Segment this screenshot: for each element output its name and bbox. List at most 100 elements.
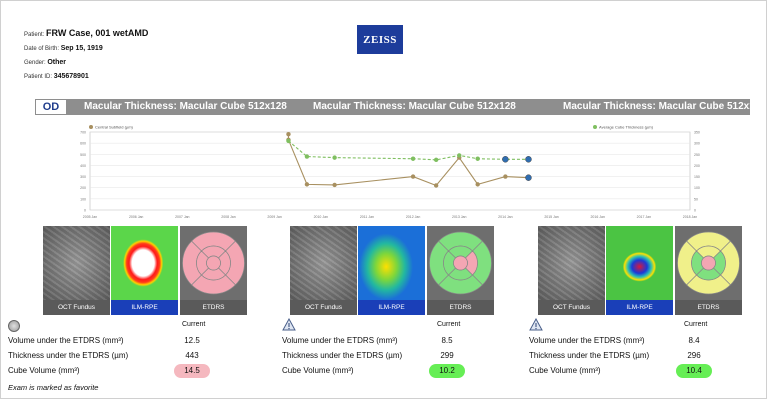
legend-label: Central Subfield (µm): [95, 125, 134, 130]
gender-label: Gender:: [24, 60, 46, 66]
data-point: [332, 182, 337, 188]
current-column-header: Current: [437, 321, 461, 328]
ytick-left-label: 0: [84, 209, 86, 213]
xtick-label: 2014 Jan: [498, 215, 512, 219]
highlight-point: [502, 156, 509, 163]
measurement-label: Cube Volume (mm³): [8, 366, 80, 375]
ytick-right-label: 350: [694, 131, 700, 135]
measurement-label: Volume under the ETDRS (mm³): [8, 336, 124, 345]
ytick-right-label: 200: [694, 164, 700, 168]
series-line-1: [287, 134, 529, 187]
oct-fundus-image: [290, 226, 357, 300]
measurement-label: Thickness under the ETDRS (µm): [8, 351, 129, 360]
data-point: [433, 183, 439, 188]
measurement-value: 10.4: [676, 364, 712, 378]
data-point: [332, 155, 337, 160]
exam-title-2: Macular Thickness: Macular Cube 512x128: [313, 101, 516, 112]
image-panel: OCT Fundus ILM-RPE ETDRS: [290, 226, 495, 315]
etdrs-grid-svg: [182, 231, 245, 295]
measurement-label: Cube Volume (mm³): [282, 366, 354, 375]
ilm-rpe-thickness-map: [606, 226, 673, 300]
ytick-right-label: 50: [694, 197, 698, 201]
warning-icon: [282, 317, 296, 331]
ilm-rpe-label: ILM-RPE: [111, 300, 178, 315]
ytick-right-label: 150: [694, 175, 700, 179]
patient-info: Patient: FRW Case, 001 wetAMD Date of Bi…: [24, 26, 148, 84]
measurement-value: 8.4: [688, 336, 700, 345]
legend-label: Average Cube Thickness (µm): [599, 125, 654, 130]
data-point: [286, 132, 291, 137]
legend-marker: [89, 125, 93, 129]
data-point: [304, 182, 310, 187]
xtick-label: 2013 Jan: [452, 215, 466, 219]
measurement-value: 14.5: [174, 364, 210, 378]
xtick-label: 2009 Jan: [267, 215, 281, 219]
etdrs-center: [453, 255, 468, 271]
ytick-left-label: 300: [80, 175, 86, 179]
ytick-left-label: 700: [80, 131, 86, 135]
oct-fundus-label: OCT Fundus: [43, 300, 110, 315]
zeiss-logo: ZEISS: [357, 25, 403, 54]
measurement-value: 12.5: [184, 336, 200, 345]
etdrs-grid: [427, 226, 494, 300]
ytick-left-label: 100: [80, 197, 86, 201]
dob-label: Date of Birth:: [24, 46, 60, 52]
warning-icon: [529, 317, 543, 331]
patient-id-label: Patient ID:: [24, 74, 53, 80]
xtick-label: 2015 Jan: [544, 215, 558, 219]
measurement-value: 443: [185, 351, 199, 360]
highlight-point: [525, 174, 532, 181]
data-point: [433, 157, 439, 163]
highlight-point: [525, 156, 532, 163]
section-titlebar: [35, 99, 750, 115]
ytick-right-label: 250: [694, 153, 700, 157]
etdrs-label: ETDRS: [180, 300, 247, 315]
measurement-label: Volume under the ETDRS (mm³): [282, 336, 398, 345]
oct-fundus-image: [538, 226, 605, 300]
ytick-right-label: 100: [694, 186, 700, 190]
gender-value: Other: [47, 59, 67, 66]
patient-label: Patient:: [24, 32, 45, 38]
ilm-rpe-thickness-map: [358, 226, 425, 300]
exam-status-icon: [8, 320, 20, 332]
xtick-label: 2005 Jan: [83, 215, 97, 219]
data-point: [304, 154, 310, 159]
xtick-label: 2008 Jan: [221, 215, 235, 219]
current-column-header: Current: [182, 321, 206, 328]
measurement-label: Thickness under the ETDRS (µm): [529, 351, 650, 360]
dob-value: Sep 15, 1919: [60, 45, 103, 52]
etdrs-grid-svg: [429, 231, 492, 295]
measurement-label: Volume under the ETDRS (mm³): [529, 336, 645, 345]
etdrs-label: ETDRS: [675, 300, 742, 315]
current-column-header: Current: [684, 321, 708, 328]
data-point: [286, 138, 291, 144]
image-panel: OCT Fundus ILM-RPE ETDRS: [43, 226, 248, 315]
plot-area: [89, 131, 691, 211]
ilm-rpe-label: ILM-RPE: [358, 300, 425, 315]
exam-title-3: Macular Thickness: Macular Cube 512x128: [563, 101, 766, 112]
data-point: [475, 156, 480, 161]
xtick-label: 2010 Jan: [314, 215, 328, 219]
data-point: [457, 153, 462, 158]
ytick-left-label: 500: [80, 153, 86, 157]
ytick-right-label: 0: [694, 209, 696, 213]
patient-name: FRW Case, 001 wetAMD: [46, 28, 149, 38]
xtick-label: 2012 Jan: [406, 215, 420, 219]
measurement-value: 10.2: [429, 364, 465, 378]
xtick-label: 2016 Jan: [590, 215, 604, 219]
oct-fundus-label: OCT Fundus: [290, 300, 357, 315]
data-point: [410, 174, 416, 179]
measurement-value: 299: [440, 351, 454, 360]
etdrs-grid: [675, 226, 742, 300]
measurement-value: 296: [687, 351, 701, 360]
etdrs-grid: [180, 226, 247, 300]
oct-fundus-image: [43, 226, 110, 300]
measurement-value: 8.5: [441, 336, 453, 345]
exam-title-1: Macular Thickness: Macular Cube 512x128: [84, 101, 287, 112]
ytick-right-label: 300: [694, 142, 700, 146]
legend-marker: [593, 125, 597, 129]
measurement-label: Thickness under the ETDRS (µm): [282, 351, 403, 360]
data-point: [410, 156, 416, 161]
favorite-note: Exam is marked as favorite: [8, 383, 99, 392]
